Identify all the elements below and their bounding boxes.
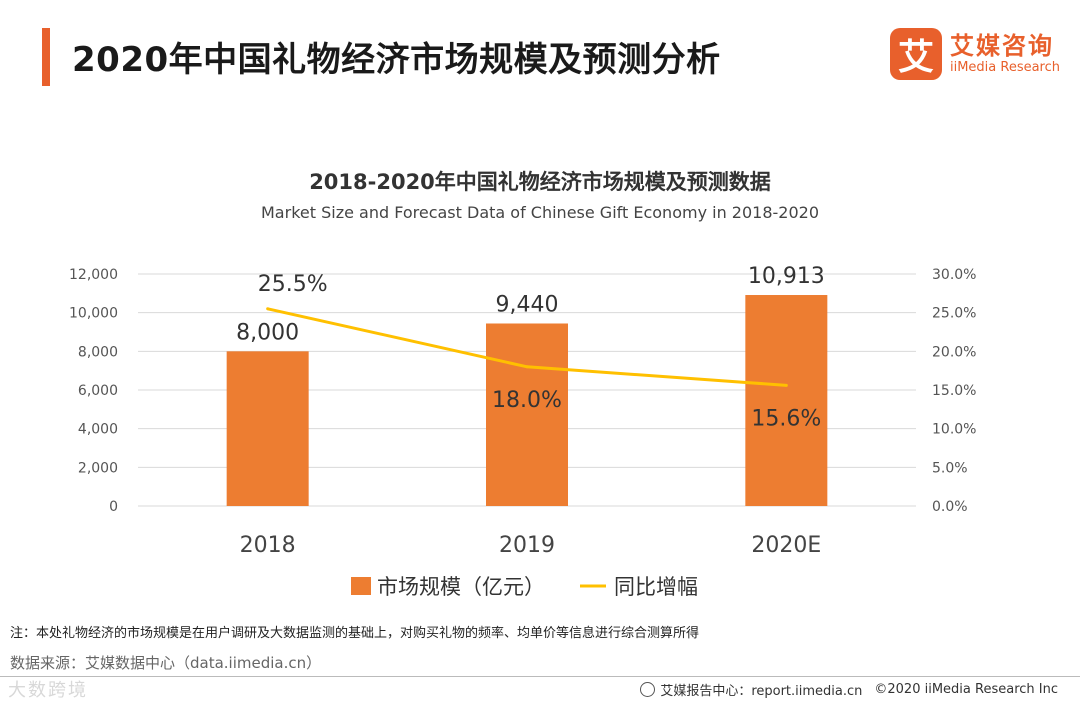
growth-point: [525, 365, 529, 369]
legend-line-label: 同比增幅: [614, 575, 698, 599]
right-tick-label: 0.0%: [932, 499, 968, 515]
left-tick-label: 10,000: [69, 306, 118, 322]
left-tick-label: 6,000: [78, 383, 118, 399]
x-tick-label: 2018: [240, 533, 296, 558]
logo-cn: 艾媒咨询: [949, 32, 1054, 60]
right-tick-label: 25.0%: [932, 306, 976, 322]
chart-title: 2018-2020年中国礼物经济市场规模及预测数据: [309, 170, 771, 194]
right-tick-label: 5.0%: [932, 460, 968, 476]
right-tick-label: 20.0%: [932, 344, 976, 360]
footer-report: 艾媒报告中心：report.iimedia.cn: [660, 684, 863, 699]
combo-chart: 0 2,000 4,000 6,000 8,000 10,000 12,000 0.0% 5.0…: [69, 264, 976, 599]
globe-icon: [640, 682, 656, 697]
left-tick-label: 8,000: [78, 344, 118, 360]
bar: [745, 295, 828, 506]
legend-bar-swatch: [351, 577, 371, 595]
bar-value-label: 8,000: [236, 320, 299, 345]
logo-mark: 艾: [889, 28, 942, 80]
left-tick-label: 4,000: [78, 422, 118, 438]
bar: [486, 323, 568, 506]
footer-divider: [0, 676, 1080, 677]
bar-value-label: 10,913: [748, 264, 825, 289]
growth-value-label: 25.5%: [258, 272, 328, 297]
x-tick-label: 2019: [499, 533, 555, 558]
bar-value-label: 9,440: [496, 292, 559, 317]
x-tick-label: 2020E: [751, 533, 821, 558]
footnote: 注：本处礼物经济的市场规模是在用户调研及大数据监测的基础上，对购买礼物的频率、均…: [10, 626, 700, 641]
left-tick-label: 0: [109, 499, 118, 515]
growth-value-label: 18.0%: [492, 388, 562, 413]
left-tick-label: 2,000: [78, 460, 118, 476]
growth-value-label: 15.6%: [751, 406, 821, 431]
title-accent-bar: [42, 28, 50, 86]
footer-copyright: ©2020 iiMedia Research Inc: [874, 682, 1058, 697]
iimedia-logo: 艾 艾媒咨询 iiMedia Research: [889, 28, 1060, 80]
chart-subtitle: Market Size and Forecast Data of Chinese…: [261, 203, 819, 222]
data-source: 数据来源：艾媒数据中心（data.iimedia.cn）: [10, 654, 322, 672]
growth-point: [784, 383, 788, 387]
page-title: 2020年中国礼物经济市场规模及预测分析: [72, 40, 721, 80]
growth-point: [266, 307, 270, 311]
footer: 艾媒报告中心：report.iimedia.cn ©2020 iiMedia R…: [640, 680, 1070, 699]
right-tick-label: 30.0%: [932, 267, 976, 283]
logo-en: iiMedia Research: [949, 60, 1060, 75]
left-tick-label: 12,000: [69, 267, 118, 283]
watermark: 大数跨境: [8, 680, 88, 701]
bar: [226, 351, 309, 506]
right-tick-label: 10.0%: [932, 422, 976, 438]
right-tick-label: 15.0%: [932, 383, 976, 399]
legend-bar-label: 市场规模（亿元）: [377, 575, 545, 599]
logo-text: 艾媒咨询 iiMedia Research: [950, 32, 1060, 76]
